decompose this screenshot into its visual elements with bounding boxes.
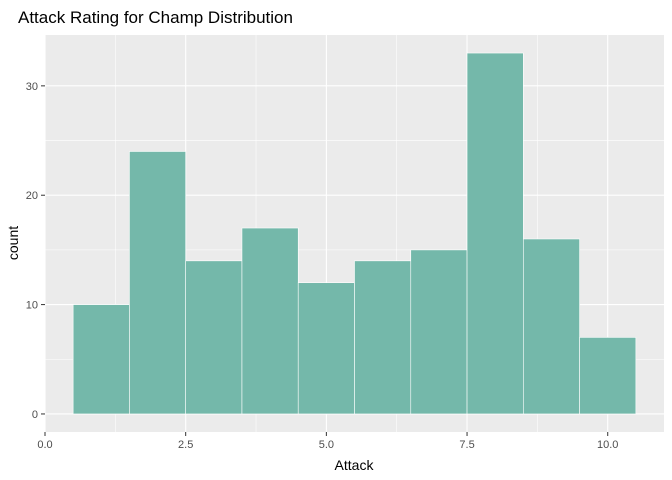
histogram-bar bbox=[241, 227, 299, 415]
histogram-bar bbox=[579, 337, 637, 415]
y-tick-label: 0 bbox=[32, 409, 38, 421]
y-tick-label: 20 bbox=[26, 190, 38, 202]
histogram-bar bbox=[129, 151, 186, 415]
histogram-bar bbox=[410, 249, 468, 415]
x-tick-label: 0.0 bbox=[37, 439, 52, 451]
histogram-bars bbox=[72, 52, 637, 415]
histogram-bar bbox=[523, 238, 580, 415]
x-tick-label: 2.5 bbox=[178, 439, 193, 451]
y-tick-label: 30 bbox=[26, 81, 38, 93]
histogram-bar bbox=[354, 260, 412, 415]
x-tick-label: 5.0 bbox=[319, 439, 334, 451]
x-tick-label: 7.5 bbox=[459, 439, 474, 451]
x-axis: 0.0 2.5 5.0 7.5 10.0 bbox=[37, 432, 618, 451]
y-axis-title: count bbox=[5, 226, 21, 260]
y-tick-label: 10 bbox=[26, 300, 38, 312]
histogram-bar bbox=[185, 260, 243, 415]
x-tick-label: 10.0 bbox=[597, 439, 618, 451]
histogram-bar bbox=[72, 304, 130, 415]
histogram-bar bbox=[297, 282, 355, 415]
chart-title: Attack Rating for Champ Distribution bbox=[18, 8, 293, 27]
y-axis: 0 10 20 30 bbox=[26, 81, 45, 421]
x-axis-title: Attack bbox=[335, 457, 375, 473]
histogram-bar bbox=[466, 52, 524, 415]
